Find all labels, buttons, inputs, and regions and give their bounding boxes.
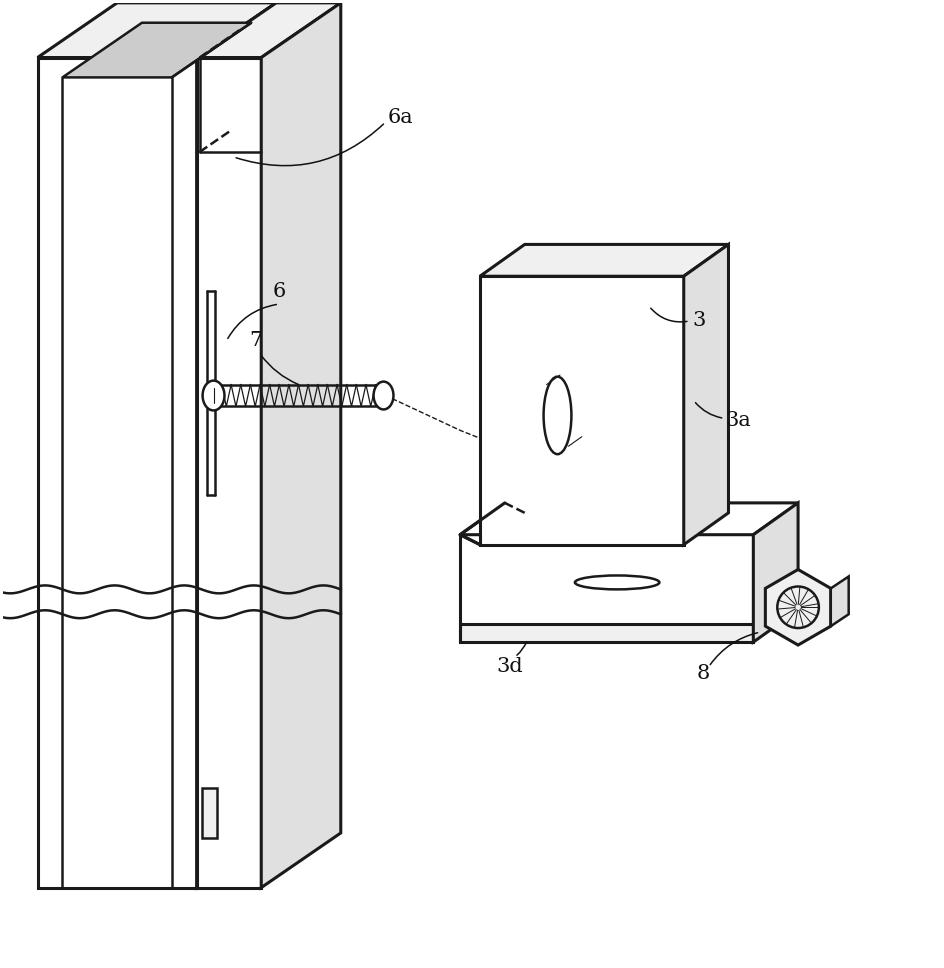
Polygon shape xyxy=(460,534,480,545)
Ellipse shape xyxy=(574,575,659,590)
Text: 3: 3 xyxy=(691,312,704,330)
Polygon shape xyxy=(830,577,848,626)
Ellipse shape xyxy=(202,380,225,410)
Polygon shape xyxy=(460,503,798,534)
Text: 8: 8 xyxy=(697,664,710,683)
Polygon shape xyxy=(196,3,341,57)
Ellipse shape xyxy=(543,377,571,454)
Polygon shape xyxy=(38,57,196,888)
Polygon shape xyxy=(38,3,276,57)
Text: 3d: 3d xyxy=(496,657,523,677)
Polygon shape xyxy=(196,57,261,888)
Polygon shape xyxy=(460,624,752,642)
Text: 7: 7 xyxy=(249,331,262,350)
Polygon shape xyxy=(683,244,728,545)
Ellipse shape xyxy=(373,381,393,409)
Polygon shape xyxy=(62,22,251,77)
Text: 6: 6 xyxy=(272,282,285,301)
Polygon shape xyxy=(765,569,830,645)
Polygon shape xyxy=(196,3,276,888)
Polygon shape xyxy=(752,503,798,642)
Polygon shape xyxy=(261,3,341,888)
Polygon shape xyxy=(480,276,683,545)
Text: 3a: 3a xyxy=(725,410,750,430)
Text: 6a: 6a xyxy=(387,107,413,127)
Polygon shape xyxy=(480,244,728,276)
Polygon shape xyxy=(201,788,216,838)
